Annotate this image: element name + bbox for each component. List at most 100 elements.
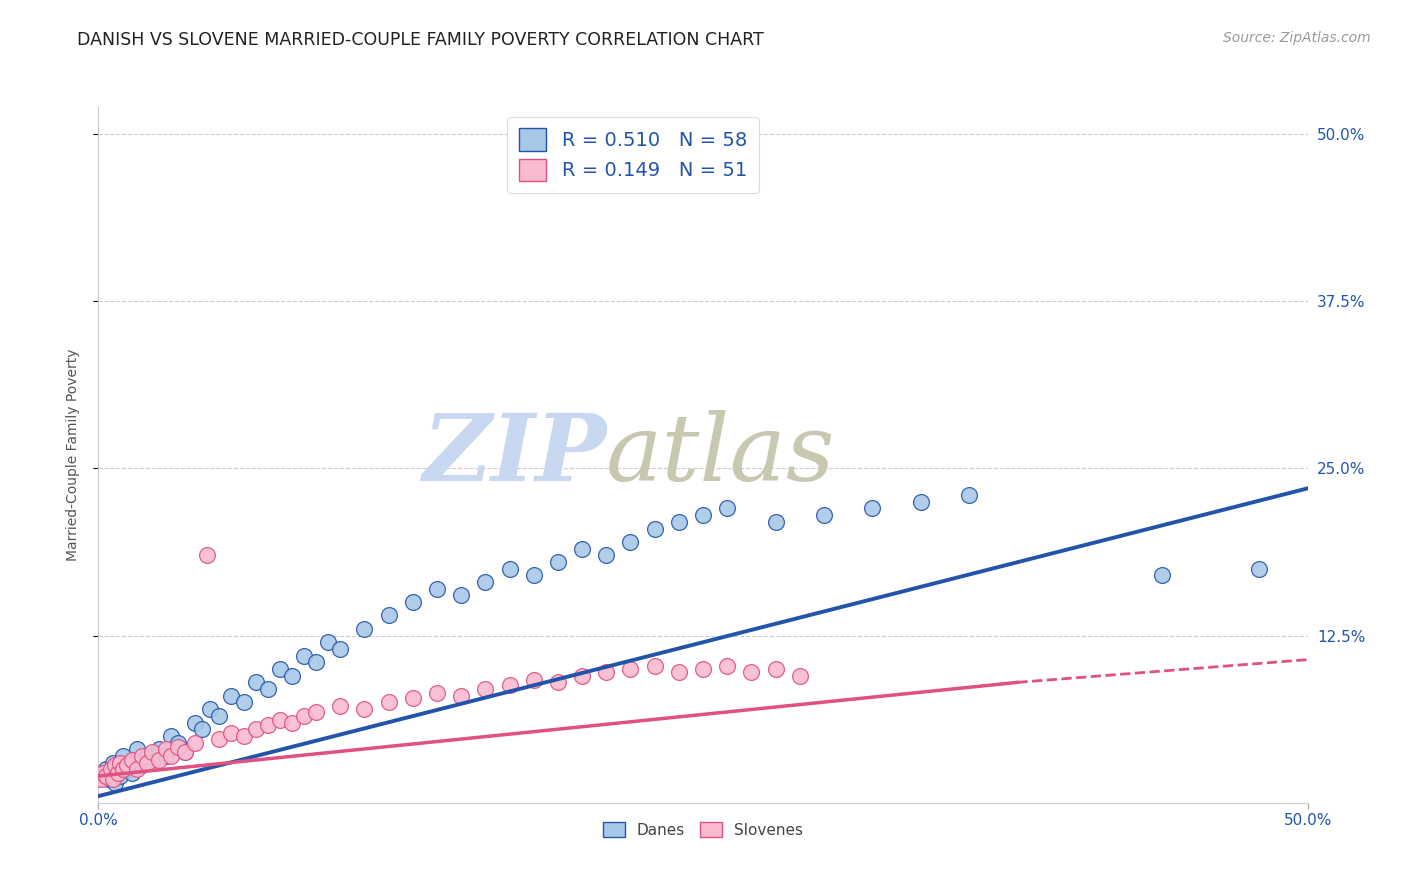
Point [668,665,690,679]
Point [121,766,143,780]
Text: ZIP: ZIP [422,410,606,500]
Point [100,766,122,780]
Point [571,669,593,683]
Point [450,689,472,703]
Point [127,762,149,776]
Point [155,749,177,764]
Text: DANISH VS SLOVENE MARRIED-COUPLE FAMILY POVERTY CORRELATION CHART: DANISH VS SLOVENE MARRIED-COUPLE FAMILY … [77,31,763,49]
Point [644,659,666,673]
Point [198,702,221,716]
Point [111,749,134,764]
Point [101,756,124,770]
Point [523,673,546,687]
Point [155,742,177,756]
Point [90,772,112,786]
Point [692,662,714,676]
Point [498,678,520,692]
Point [91,769,114,783]
Point [97,772,120,786]
Point [148,742,170,756]
Point [184,715,207,730]
Point [245,675,267,690]
Point [523,568,546,582]
Point [108,769,131,783]
Point [221,726,243,740]
Point [789,669,811,683]
Point [111,762,134,776]
Point [94,762,117,776]
Point [232,729,254,743]
Point [167,735,190,749]
Point [281,669,304,683]
Point [191,723,214,737]
Point [571,541,593,556]
Point [595,665,617,679]
Point [256,718,278,732]
Point [329,642,352,657]
Y-axis label: Married-Couple Family Poverty: Married-Couple Family Poverty [66,349,80,561]
Point [131,749,153,764]
Point [245,723,267,737]
Point [353,702,375,716]
Point [402,595,425,609]
Point [195,548,218,563]
Point [208,731,231,746]
Point [377,608,399,623]
Point [329,699,352,714]
Point [765,515,787,529]
Point [644,521,666,535]
Point [135,756,157,770]
Point [860,501,883,516]
Point [269,662,291,676]
Point [121,753,143,767]
Point [174,745,197,759]
Point [1152,568,1174,582]
Point [160,729,183,743]
Point [305,655,328,669]
Point [595,548,617,563]
Point [104,758,127,772]
Point [1249,562,1271,576]
Point [353,622,375,636]
Point [100,762,122,776]
Point [474,575,496,590]
Point [131,758,153,772]
Point [740,665,762,679]
Text: atlas: atlas [606,410,835,500]
Point [474,681,496,696]
Point [101,772,124,786]
Point [221,689,243,703]
Point [813,508,835,523]
Point [160,749,183,764]
Point [292,648,315,663]
Point [117,758,139,772]
Point [765,662,787,676]
Point [957,488,980,502]
Point [692,508,714,523]
Point [316,635,339,649]
Point [377,696,399,710]
Point [716,501,738,516]
Point [104,776,127,790]
Point [117,762,139,776]
Point [256,681,278,696]
Point [547,675,569,690]
Point [426,686,449,700]
Point [91,766,114,780]
Point [450,589,472,603]
Text: Source: ZipAtlas.com: Source: ZipAtlas.com [1223,31,1371,45]
Point [547,555,569,569]
Point [107,766,129,780]
Point [107,758,129,772]
Point [127,742,149,756]
Point [167,739,190,754]
Point [269,713,291,727]
Point [232,696,254,710]
Point [668,515,690,529]
Point [281,715,304,730]
Point [619,662,641,676]
Point [184,735,207,749]
Point [910,494,932,508]
Legend: Danes, Slovenes: Danes, Slovenes [598,815,808,844]
Point [135,749,157,764]
